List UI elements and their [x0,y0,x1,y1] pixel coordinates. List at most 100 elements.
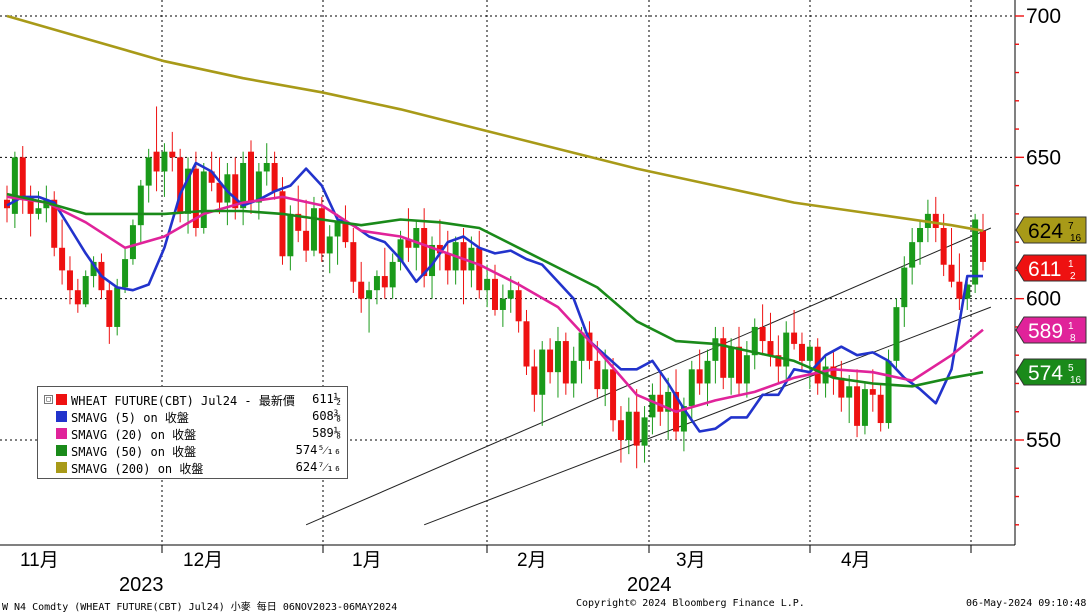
candle-body [704,360,711,384]
legend-item: SMAVG (50) on 收盤 574⁵⁄₁₆ [44,443,343,459]
candle-body [554,341,561,373]
legend-item: SMAVG (20) on 收盤 589⅛ [44,426,343,442]
candle-body [767,341,774,356]
candle-body [798,343,805,361]
candle-body [334,222,341,237]
price-tag: 589 18 [1015,316,1087,344]
candle-body [74,290,81,305]
series-line-smavg-200- [6,14,984,233]
candle-body [27,196,34,214]
candle-body [838,377,845,398]
candle-body [232,174,239,209]
candle-body [429,244,436,277]
price-tag-fraction-num: 5 [1068,363,1074,374]
x-month-label: 4月 [841,550,871,571]
candle-body [326,236,333,254]
candle-body [287,213,294,257]
footer-copyright: Copyright© 2024 Bloomberg Finance L.P. [576,598,805,609]
trend-line [423,306,992,526]
price-tag-shape [1015,254,1087,282]
candle-body [303,230,310,251]
candle-body [373,276,380,291]
candle-body [271,162,278,192]
price-tag-fraction-num: 1 [1068,321,1074,332]
candle-body [972,219,979,285]
legend-collapse-icon[interactable]: □ [44,395,53,404]
candle-body [59,247,66,271]
candle-body [263,162,270,172]
candle-body [531,366,538,395]
candle-body [114,287,121,327]
candle-body [712,338,719,361]
candle-body [901,267,908,308]
legend-label: SMAVG (50) on 收盤 [71,445,197,459]
candle-body [145,157,152,186]
candle-body [366,290,373,299]
candle-body [562,341,569,384]
price-tag-shape [1015,216,1087,244]
price-tag: 624 716 [1015,216,1087,244]
candle-body [791,332,798,344]
legend-label: SMAVG (5) on 收盤 [71,411,189,425]
legend-item: SMAVG (5) on 收盤 608⅜ [44,409,343,425]
candle-body [854,386,861,426]
candle-body [35,208,42,214]
candle-body [657,394,664,412]
axes: 550 600 650 700 11月 12月 1月 2月 3月 4月 2023 2024 [0,0,1061,596]
legend-label: SMAVG (20) on 收盤 [71,428,197,442]
candles [4,106,986,469]
candle-body [720,338,727,378]
candle-body [547,349,554,373]
candle-body [641,417,648,446]
candle-body [633,411,640,446]
candle-body [980,230,986,262]
legend-item: □ WHEAT FUTURE(CBT) Jul24 - 最新價 611½ [44,392,343,408]
candle-body [775,355,782,367]
x-year-label: 2024 [627,574,672,596]
y-tick-label: 700 [1026,5,1061,28]
candle-body [696,369,703,384]
candle-body [318,208,325,254]
x-month-label: 3月 [676,550,706,571]
candle-body [421,228,428,277]
candle-body [137,185,144,226]
candle-body [893,307,900,361]
legend-value: 624⁷⁄₁₆ [295,460,341,474]
trend-line [305,227,992,526]
candle-body [405,239,412,248]
candle-body [192,168,199,228]
footer-timestamp: 06-May-2024 09:10:48 [966,598,1087,609]
price-tag-shape [1015,358,1087,386]
candle-body [255,171,262,203]
candle-body [216,182,223,203]
candle-body [586,332,593,361]
candle-body [617,420,624,440]
series-line-smavg-5- [6,161,983,433]
candle-body [310,208,317,251]
candle-body [295,213,302,231]
x-year-label: 2023 [119,574,164,596]
moving-averages [6,14,984,433]
candle-body [869,389,876,395]
legend: □ WHEAT FUTURE(CBT) Jul24 - 最新價 611½ SMAVG … [37,386,348,479]
candle-body [515,290,522,322]
x-month-label: 11月 [20,550,59,571]
series-line-smavg-50- [6,192,984,388]
candle-body [106,290,113,327]
legend-swatch [56,411,67,422]
candle-body [602,369,609,390]
price-tag-fraction-den: 16 [1070,233,1082,244]
candle-body [877,394,884,424]
candle-body [484,278,491,291]
legend-swatch [56,394,67,405]
candle-body [570,360,577,384]
y-tick-label: 650 [1026,146,1061,169]
candle-body [861,389,868,426]
candle-body [932,213,939,228]
candle-body [956,281,963,299]
candle-body [507,290,514,299]
legend-label: SMAVG (200) on 收盤 [71,462,204,476]
candle-body [389,261,396,288]
candle-body [358,281,365,299]
candle-body [169,151,176,158]
